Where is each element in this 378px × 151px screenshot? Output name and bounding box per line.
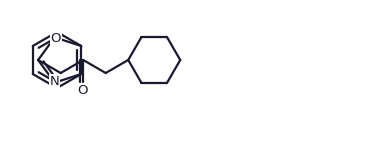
Text: O: O (77, 84, 87, 97)
Text: O: O (50, 32, 61, 45)
Text: N: N (50, 75, 59, 88)
